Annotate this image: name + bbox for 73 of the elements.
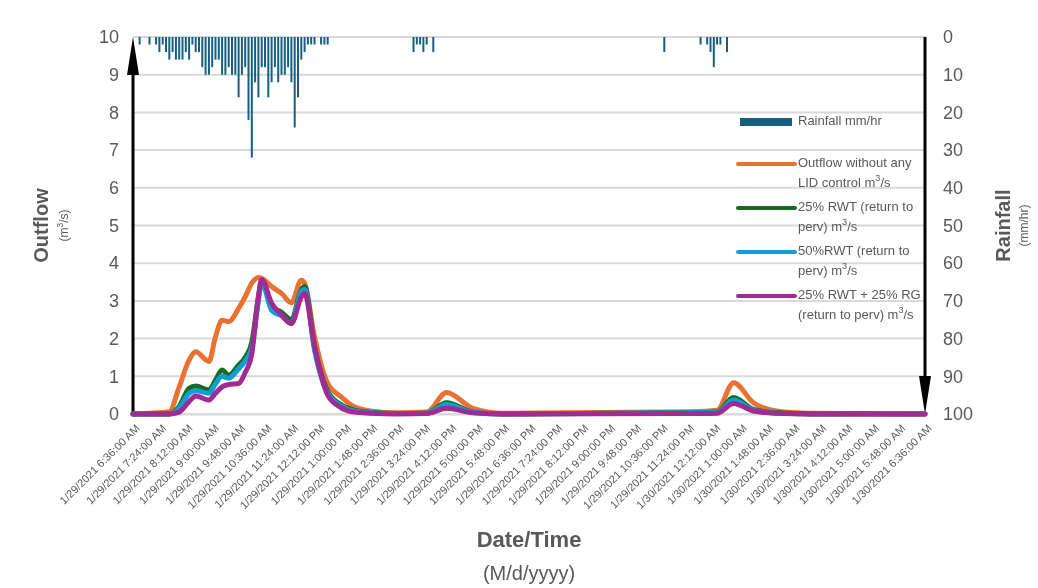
y2-tick-label: 90 <box>943 366 964 387</box>
bar <box>663 37 666 53</box>
bar <box>158 37 161 53</box>
y2-tick-label: 10 <box>943 64 964 85</box>
y2-tick-label: 60 <box>943 253 964 274</box>
bar <box>280 37 283 75</box>
y2-tick-label: 40 <box>943 178 964 199</box>
bar <box>303 37 306 53</box>
y-tick-label: 1 <box>108 366 119 387</box>
bar <box>181 37 184 60</box>
bar <box>221 37 224 75</box>
legend-label: Rainfall mm/hr <box>798 113 883 129</box>
y2-tick-label: 80 <box>943 328 964 349</box>
y-tick-label: 6 <box>108 178 119 199</box>
bar <box>706 37 709 45</box>
bar <box>260 37 263 68</box>
legend-label: 50%RWT (return to perv) m$^{3}$/s <box>798 243 910 279</box>
bar <box>138 37 141 45</box>
bar <box>257 37 260 98</box>
bar <box>326 37 329 45</box>
y-tick-label: 10 <box>98 27 119 48</box>
bar <box>234 37 237 75</box>
legend-label: 25% RWT + 25% RG (return to perv) m$^{3}$/s <box>798 287 921 323</box>
bar <box>148 37 151 45</box>
bar <box>224 37 227 75</box>
bar <box>267 37 270 98</box>
bar <box>231 37 233 75</box>
y-tick-label: 7 <box>108 140 119 161</box>
bar <box>270 37 273 83</box>
bar <box>422 37 425 53</box>
bar <box>719 37 722 45</box>
bar <box>214 37 217 60</box>
legend-label: 25% RWT (return to perv) m$^{3}$/s <box>798 199 914 235</box>
bar <box>178 37 181 60</box>
y2-tick-label: 50 <box>943 215 964 236</box>
y-tick-label: 5 <box>108 215 119 236</box>
bar <box>290 37 293 83</box>
legend-label: Outflow without any LID control m$^{3}$/s <box>798 155 912 191</box>
bar <box>277 37 280 83</box>
bar <box>207 37 210 75</box>
bar <box>310 37 313 45</box>
bar <box>168 37 171 60</box>
bar <box>293 37 296 128</box>
bar <box>699 37 702 45</box>
y2-tick-label: 100 <box>943 404 974 425</box>
y-tick-label: 9 <box>108 64 119 85</box>
bar <box>432 37 435 53</box>
bar <box>323 37 326 45</box>
bar <box>412 37 415 53</box>
bar <box>194 37 197 53</box>
y-tick-label: 3 <box>108 291 119 312</box>
bar <box>204 37 207 75</box>
y2-axis-title: Rainfall (mm/hr) <box>992 189 1031 262</box>
bar <box>283 37 286 75</box>
bar <box>712 37 715 68</box>
bar <box>313 37 316 45</box>
bar <box>201 37 204 68</box>
y2-tick-label: 70 <box>943 291 964 312</box>
y-tick-label: 0 <box>108 404 119 425</box>
bar <box>188 37 191 60</box>
y-tick-label: 2 <box>108 328 119 349</box>
y2-tick-label: 20 <box>943 102 964 123</box>
bar <box>320 37 323 45</box>
y-tick-label: 8 <box>108 102 119 123</box>
y2-tick-label: 0 <box>943 27 954 48</box>
x-axis-title: Date/Time (M/d/yyyy) <box>476 527 582 584</box>
y-tick-label: 4 <box>108 253 119 274</box>
bar <box>174 37 177 60</box>
bar <box>425 37 428 45</box>
bar <box>250 37 253 158</box>
y2-tick-label: 30 <box>943 140 964 161</box>
bar <box>237 37 240 98</box>
bar <box>726 37 728 53</box>
